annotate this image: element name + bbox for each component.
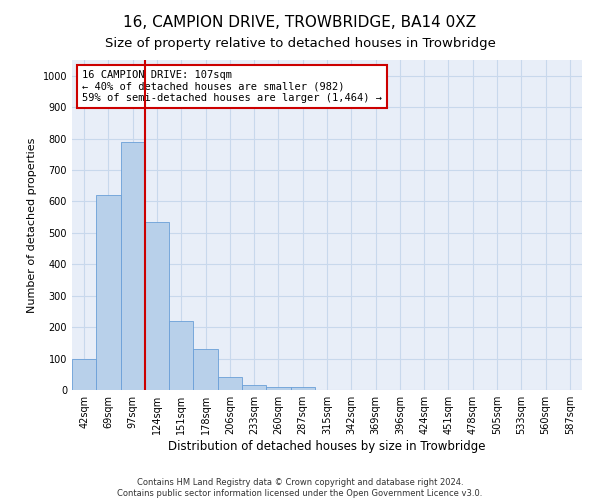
- Text: Size of property relative to detached houses in Trowbridge: Size of property relative to detached ho…: [104, 38, 496, 51]
- X-axis label: Distribution of detached houses by size in Trowbridge: Distribution of detached houses by size …: [168, 440, 486, 453]
- Text: 16 CAMPION DRIVE: 107sqm
← 40% of detached houses are smaller (982)
59% of semi-: 16 CAMPION DRIVE: 107sqm ← 40% of detach…: [82, 70, 382, 103]
- Text: Contains HM Land Registry data © Crown copyright and database right 2024.
Contai: Contains HM Land Registry data © Crown c…: [118, 478, 482, 498]
- Bar: [290, 387, 315, 390]
- Bar: [169, 321, 193, 390]
- Bar: [121, 142, 145, 390]
- Bar: [72, 358, 96, 390]
- Bar: [145, 222, 169, 390]
- Bar: [96, 195, 121, 390]
- Bar: [218, 378, 242, 390]
- Y-axis label: Number of detached properties: Number of detached properties: [27, 138, 37, 312]
- Text: 16, CAMPION DRIVE, TROWBRIDGE, BA14 0XZ: 16, CAMPION DRIVE, TROWBRIDGE, BA14 0XZ: [124, 15, 476, 30]
- Bar: [193, 349, 218, 390]
- Bar: [266, 387, 290, 390]
- Bar: [242, 386, 266, 390]
